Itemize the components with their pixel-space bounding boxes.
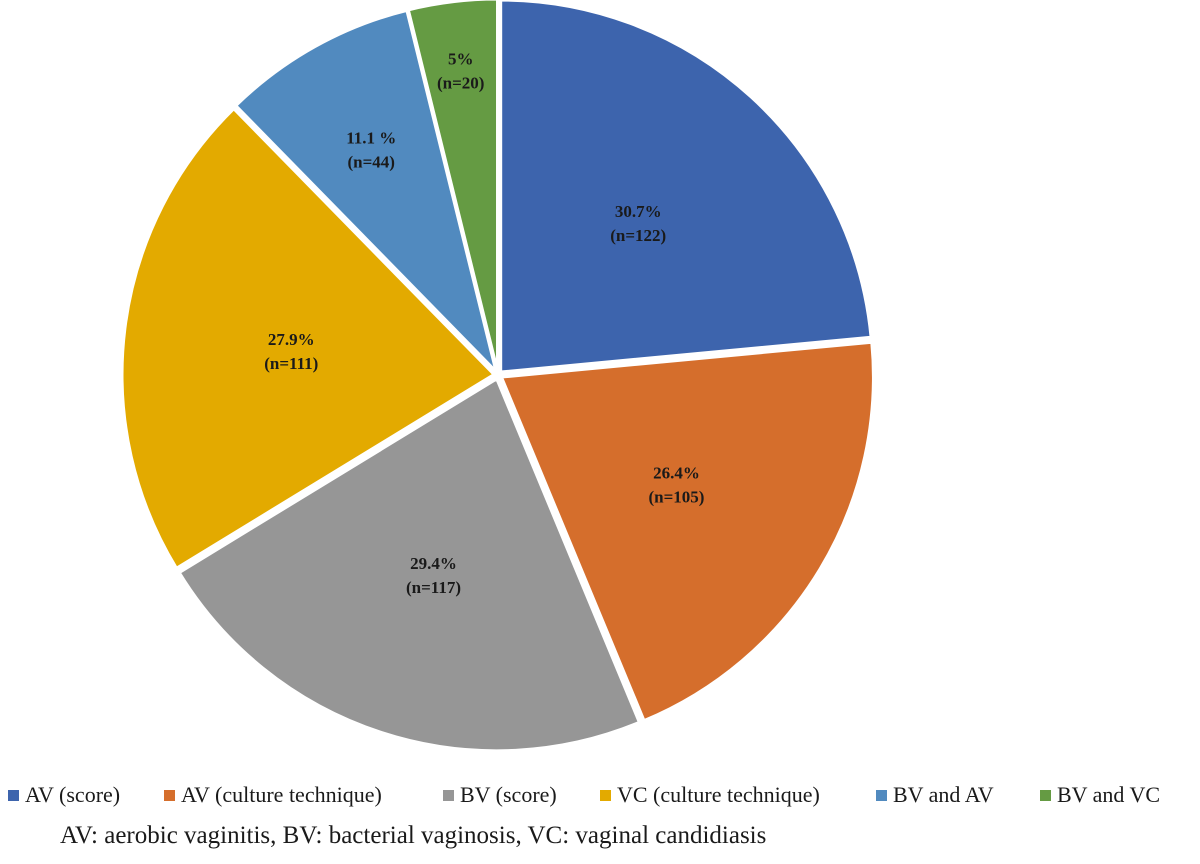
- legend-label-bv-and-vc: BV and VC: [1057, 782, 1161, 807]
- legend-item-av-score: AV (score): [8, 782, 120, 808]
- legend-item-av-culture: AV (culture technique): [164, 782, 382, 808]
- slice-percent-label-vc-culture-technique: 27.9%: [268, 330, 315, 349]
- slice-percent-label-bv-and-vc: 5%: [448, 49, 474, 68]
- pie-chart: 30.7% (n=122) 26.4% (n=105) 29.4% (n=117) 27.9…: [120, 0, 875, 753]
- slice-percent-label-bv-and-av: 11.1 %: [346, 129, 396, 148]
- slice-count-label-vc-culture-technique: (n=111): [264, 354, 318, 373]
- abbreviation-footnote: AV: aerobic vaginitis, BV: bacterial vag…: [60, 822, 767, 849]
- legend-swatch-av-culture: [164, 789, 175, 801]
- slice-percent-label-av-score: 30.7%: [615, 202, 662, 221]
- pie-slice-av-score: [499, 0, 873, 374]
- pie-slice-bv-and-vc: [406, 0, 500, 372]
- legend-swatch-bv-and-vc: [1040, 789, 1051, 801]
- legend-swatch-av-score: [8, 789, 19, 801]
- legend-item-bv-score: BV (score): [443, 782, 557, 808]
- pie-slice-vc-culture-technique: [120, 106, 497, 571]
- slice-count-label-bv-and-av: (n=44): [347, 153, 394, 172]
- slice-count-label-bv-and-vc: (n=20): [437, 73, 484, 92]
- pie-slice-bv-and-av: [233, 8, 499, 377]
- legend-swatch-vc-culture: [600, 789, 611, 801]
- slice-percent-label-av-culture-technique: 26.4%: [653, 463, 700, 482]
- legend-item-vc-culture: VC (culture technique): [600, 782, 820, 808]
- slice-count-label-bv-score: (n=117): [406, 578, 461, 597]
- legend-label-av-culture: AV (culture technique): [181, 782, 382, 807]
- legend-label-bv-score: BV (score): [460, 782, 557, 807]
- legend-label-vc-culture: VC (culture technique): [617, 782, 820, 807]
- legend-label-av-score: AV (score): [25, 782, 121, 807]
- slice-count-label-av-score: (n=122): [610, 226, 666, 245]
- legend-item-bv-and-vc: BV and VC: [1040, 782, 1160, 808]
- chart-legend: AV (score) AV (culture technique) BV (sc…: [0, 782, 1200, 812]
- legend-item-bv-and-av: BV and AV: [876, 782, 994, 808]
- legend-swatch-bv-score: [443, 789, 454, 801]
- pie-slice-bv-score: [177, 376, 642, 753]
- legend-swatch-bv-and-av: [876, 789, 887, 801]
- slice-count-label-av-culture-technique: (n=105): [649, 487, 705, 506]
- pie-slice-av-culture-technique: [499, 340, 875, 723]
- slice-percent-label-bv-score: 29.4%: [410, 554, 457, 573]
- legend-label-bv-and-av: BV and AV: [893, 782, 994, 807]
